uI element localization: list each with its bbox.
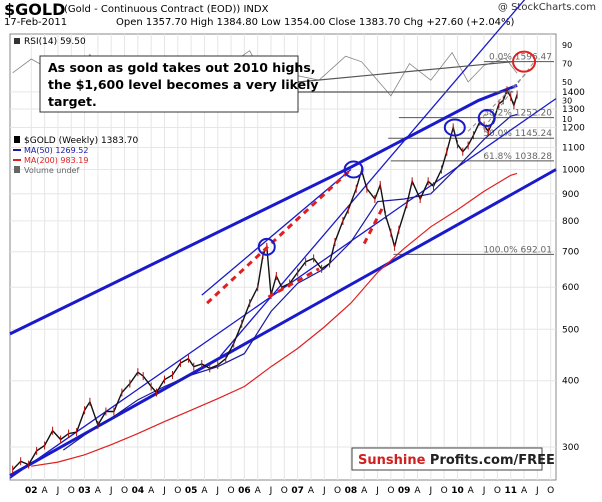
x-tick-label: A: [414, 486, 421, 496]
x-tick-label: O: [547, 486, 554, 496]
chart-date: 17-Feb-2011: [4, 17, 68, 28]
rsi-label: RSI(14) 59.50: [24, 37, 86, 47]
brand-box: [351, 447, 543, 471]
x-tick-label: J: [482, 486, 486, 496]
x-tick-label: O: [441, 486, 448, 496]
legend-marker: [14, 166, 20, 173]
trend-line: [201, 169, 352, 296]
x-tick-label: A: [308, 486, 315, 496]
price-tick-label: 800: [562, 217, 579, 227]
fib-level-label: 50.0% 1145.24: [483, 129, 552, 139]
fib-level-label: 0.0% 1596.47: [489, 53, 552, 63]
x-tick-label: J: [535, 486, 539, 496]
dashed-trend-line: [362, 206, 385, 245]
x-tick-label: A: [361, 486, 368, 496]
rsi-tick-label: 50: [562, 78, 572, 87]
legend-entry: $GOLD (Weekly) 1383.70: [24, 136, 138, 146]
ohlc-readout: Open 1357.70 High 1384.80 Low 1354.00 Cl…: [116, 17, 515, 28]
x-tick-label: J: [109, 486, 113, 496]
annotation-text-line: the $1,600 level becomes a very likely: [48, 77, 319, 92]
x-tick-label: 02: [25, 486, 38, 496]
x-tick-label: O: [494, 486, 501, 496]
breakout-circle: [477, 109, 496, 128]
x-tick-label: J: [56, 486, 60, 496]
x-tick-label: A: [468, 486, 475, 496]
x-tick-label: J: [269, 486, 273, 496]
annotation-text-line: target.: [48, 94, 97, 109]
x-tick-label: 09: [398, 486, 411, 496]
price-tick-label: 400: [562, 377, 579, 387]
legend-entry: MA(50) 1269.52: [24, 146, 88, 155]
x-tick-label: O: [174, 486, 181, 496]
price-tick-label: 1000: [562, 165, 585, 175]
fib-level-label: 100.0% 692.01: [483, 245, 552, 255]
price-tick-label: 1400: [562, 88, 585, 98]
x-tick-label: 10: [451, 486, 464, 496]
x-tick-label: 08: [345, 486, 358, 496]
x-tick-label: A: [148, 486, 155, 496]
x-tick-label: 07: [291, 486, 304, 496]
trend-line: [219, 0, 526, 357]
x-tick-label: O: [334, 486, 341, 496]
rsi-marker: [14, 38, 20, 44]
annotation-text-line: As soon as gold takes out 2010 highs,: [48, 60, 316, 75]
fib-level-label: 38.2% 1252.20: [483, 109, 552, 119]
x-tick-label: J: [322, 486, 326, 496]
chart-ticker: $GOLD: [4, 0, 66, 19]
price-tick-label: 1200: [562, 123, 585, 133]
ma200-line: [31, 172, 518, 467]
price-tick-label: 500: [562, 325, 579, 335]
brand-part2: Profits.com/FREE: [425, 453, 555, 468]
rsi-tick-label: 10: [562, 115, 572, 124]
x-tick-label: A: [255, 486, 262, 496]
brand-part1: Sunshine: [358, 453, 426, 468]
stockcharts-watermark: @ StockCharts.com: [497, 2, 596, 13]
price-tick-label: 300: [562, 443, 579, 453]
brand-text: Sunshine Profits.com/FREE: [358, 453, 555, 468]
ma50-line: [62, 113, 518, 451]
breakout-circle: [257, 237, 276, 256]
x-tick-label: 04: [132, 486, 145, 496]
x-tick-label: J: [215, 486, 219, 496]
gold-price-line: [12, 88, 518, 471]
x-tick-label: O: [387, 486, 394, 496]
x-tick-label: A: [42, 486, 49, 496]
x-tick-label: 06: [238, 486, 251, 496]
price-tick-label: 1300: [562, 105, 585, 115]
x-tick-label: J: [428, 486, 432, 496]
x-tick-label: J: [375, 486, 379, 496]
legend-entry: MA(200) 983.19: [24, 156, 88, 165]
x-tick-label: 03: [78, 486, 91, 496]
x-tick-label: O: [228, 486, 235, 496]
rsi-tick-label: 70: [562, 60, 572, 69]
price-tick-label: 1100: [562, 144, 585, 154]
x-tick-label: 11: [504, 486, 517, 496]
dashed-trend-line: [267, 267, 320, 299]
rsi-tick-label: 90: [562, 41, 572, 50]
annotation-pointer: [297, 61, 514, 83]
breakout-circle: [343, 160, 364, 179]
x-tick-label: A: [201, 486, 208, 496]
x-tick-label: J: [162, 486, 166, 496]
chart-subtitle: (Gold - Continuous Contract (EOD)) INDX: [64, 4, 269, 15]
trend-line: [9, 84, 518, 336]
breakout-circle: [443, 118, 466, 137]
rsi-tick-label: 30: [562, 96, 572, 105]
annotation-box: [39, 55, 299, 113]
fib-level-label: 61.8% 1038.28: [483, 152, 552, 162]
legend-marker: [14, 136, 20, 143]
x-tick-label: A: [95, 486, 102, 496]
price-tick-label: 600: [562, 283, 579, 293]
price-tick-label: 900: [562, 190, 579, 200]
x-tick-label: O: [281, 486, 288, 496]
price-tick-label: 700: [562, 248, 579, 258]
x-tick-label: O: [68, 486, 75, 496]
x-tick-label: 05: [185, 486, 198, 496]
x-tick-label: A: [521, 486, 528, 496]
x-tick-label: O: [121, 486, 128, 496]
legend-entry: Volume undef: [24, 166, 79, 175]
